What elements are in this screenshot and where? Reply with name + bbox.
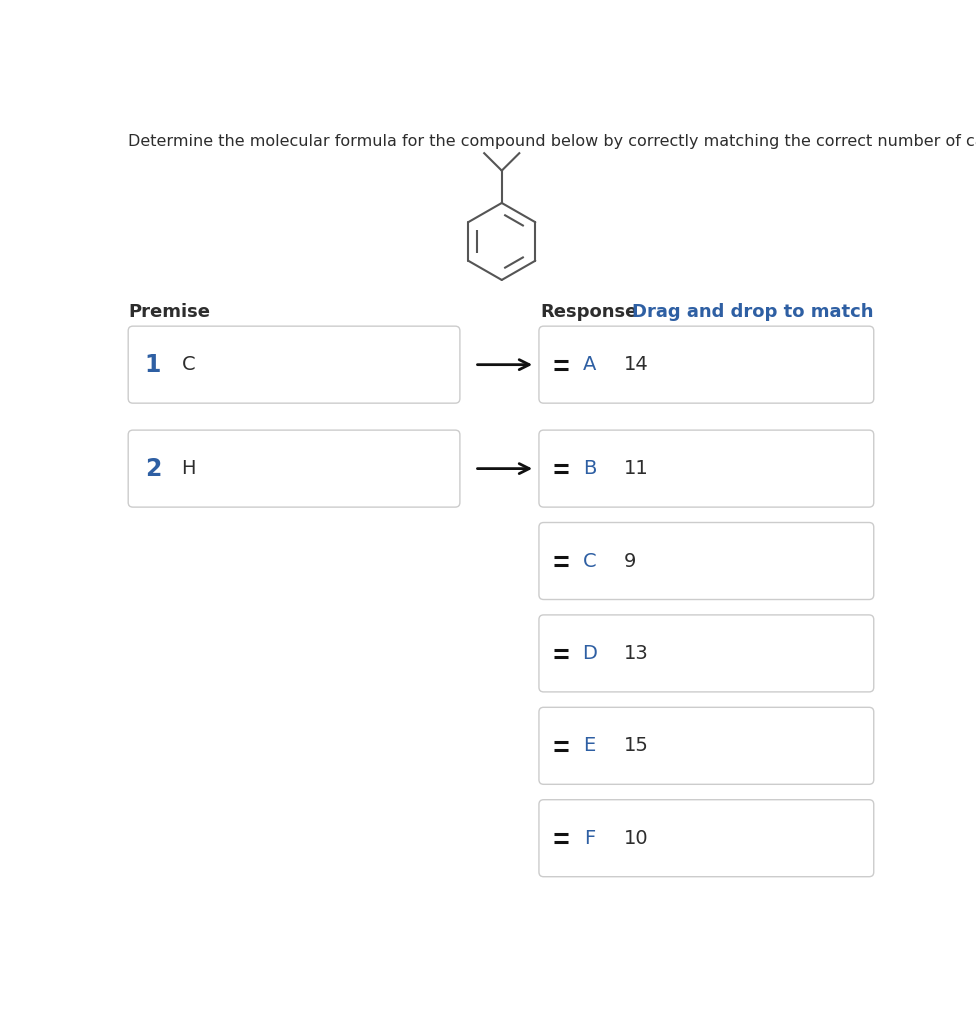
Text: H: H [182,459,196,478]
Text: Drag and drop to match: Drag and drop to match [632,303,874,322]
Text: Response: Response [541,303,638,322]
Text: 11: 11 [625,459,649,478]
Text: Premise: Premise [128,303,210,322]
Text: Determine the molecular formula for the compound below by correctly matching the: Determine the molecular formula for the … [128,134,976,148]
Text: 14: 14 [625,355,649,374]
FancyBboxPatch shape [539,800,874,877]
Text: F: F [584,828,595,848]
Text: 15: 15 [625,736,649,756]
Text: 2: 2 [144,457,161,480]
FancyBboxPatch shape [539,327,874,403]
FancyBboxPatch shape [539,430,874,507]
Text: E: E [584,736,595,756]
FancyBboxPatch shape [539,614,874,692]
FancyBboxPatch shape [128,430,460,507]
Text: D: D [582,644,596,663]
FancyBboxPatch shape [128,327,460,403]
Text: C: C [583,552,596,570]
Text: A: A [583,355,596,374]
FancyBboxPatch shape [539,708,874,784]
Text: 9: 9 [625,552,636,570]
Text: 1: 1 [144,352,161,377]
Text: 13: 13 [625,644,649,663]
Text: B: B [583,459,596,478]
Text: C: C [182,355,195,374]
FancyBboxPatch shape [539,522,874,599]
Text: 10: 10 [625,828,649,848]
